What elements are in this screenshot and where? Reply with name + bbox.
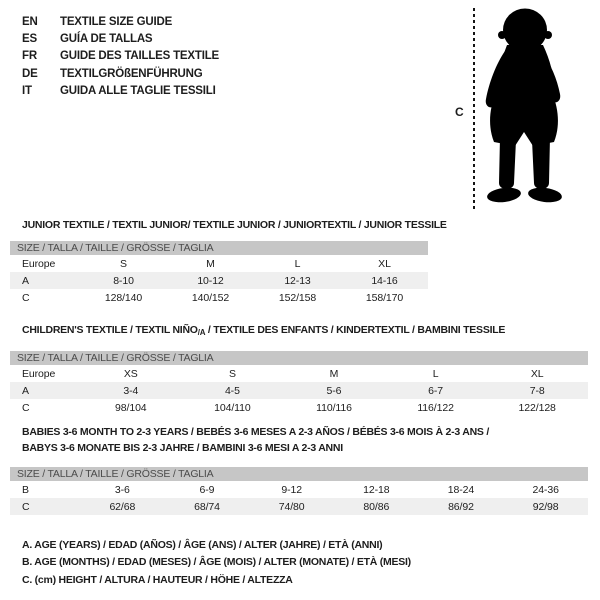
toddler-silhouette-icon [485, 8, 562, 203]
table-cell: 18-24 [447, 483, 475, 496]
table-cell: 9-12 [281, 483, 302, 496]
table-row: C 98/104 104/110 110/116 116/122 122/128 [10, 399, 588, 416]
table-header-cell: S [120, 257, 127, 270]
children-title-sub: /A [197, 328, 206, 337]
row-label: C [22, 500, 30, 513]
height-line-label: C [455, 105, 464, 119]
row-label: A [22, 384, 29, 397]
table-cell: 98/104 [115, 401, 147, 414]
note-a: A. AGE (YEARS) / EDAD (AÑOS) / ÂGE (ANS)… [22, 539, 383, 551]
table-row: B 3-6 6-9 9-12 12-18 18-24 24-36 [10, 481, 588, 498]
lang-row-es: ES GUÍA DE TALLAS [22, 30, 219, 47]
row-label: C [22, 401, 30, 414]
note-c: C. (cm) HEIGHT / ALTURA / HAUTEUR / HÖHE… [22, 573, 293, 586]
table-cell: 62/68 [109, 500, 136, 513]
children-size-table: SIZE / TALLA / TAILLE / GRÖSSE / TAGLIA … [10, 351, 588, 416]
table-cell: 4-5 [224, 384, 240, 397]
table-cell: 5-6 [326, 384, 342, 397]
junior-size-table: SIZE / TALLA / TAILLE / GRÖSSE / TAGLIA … [10, 241, 428, 306]
children-title-post: / TEXTILE DES ENFANTS / KINDERTEXTIL / B… [205, 324, 506, 336]
lang-code: EN [22, 15, 38, 28]
table-cell: 104/110 [214, 401, 251, 414]
table-cell: 128/140 [104, 291, 143, 304]
lang-code: FR [22, 50, 37, 63]
size-header-bar: SIZE / TALLA / TAILLE / GRÖSSE / TAGLIA [10, 241, 428, 255]
babies-title-line2: BABYS 3-6 MONATE BIS 2-3 JAHRE / BAMBINI… [22, 442, 343, 454]
table-cell: 158/170 [365, 291, 404, 304]
junior-table-title: JUNIOR TEXTILE / TEXTIL JUNIOR/ TEXTILE … [22, 219, 447, 231]
table-row: Europe S M L XL [10, 255, 428, 272]
table-cell: 116/122 [417, 401, 454, 414]
table-cell: 3-6 [114, 483, 130, 496]
row-label: B [22, 483, 29, 496]
note-b: B. AGE (MONTHS) / EDAD (MESES) / ÂGE (MO… [22, 556, 411, 569]
table-row: C 128/140 140/152 152/158 158/170 [10, 289, 428, 306]
table-header-cell: L [294, 257, 301, 270]
table-cell: 10-12 [197, 274, 224, 287]
height-dashed-line [473, 8, 475, 211]
lang-row-it: IT GUIDA ALLE TAGLIE TESSILI [22, 83, 219, 100]
lang-code: IT [22, 85, 32, 98]
row-label: Europe [22, 257, 56, 270]
lang-row-en: EN TEXTILE SIZE GUIDE [22, 13, 219, 30]
table-header-cell: M [206, 257, 215, 270]
table-row: Europe XS S M L XL [10, 365, 588, 382]
lang-row-fr: FR GUIDE DES TAILLES TEXTILE [22, 48, 219, 65]
table-cell: 6-9 [199, 483, 215, 496]
babies-title-line1: BABIES 3-6 MONTH TO 2-3 YEARS / BEBÉS 3-… [22, 426, 490, 438]
table-cell: 152/158 [278, 291, 317, 304]
table-row: C 62/68 68/74 74/80 80/86 86/92 92/98 [10, 498, 588, 515]
table-cell: 110/116 [316, 401, 352, 414]
table-cell: 8-10 [113, 274, 134, 287]
table-cell: 14-16 [371, 274, 398, 287]
table-cell: 3-4 [123, 384, 139, 397]
children-title-pre: CHILDREN'S TEXTILE / TEXTIL NIÑO [22, 324, 198, 336]
table-cell: 6-7 [428, 384, 444, 397]
table-header-cell: L [432, 367, 439, 380]
table-cell: 68/74 [194, 500, 220, 513]
table-header-cell: M [329, 367, 339, 380]
table-cell: 122/128 [518, 401, 556, 414]
table-cell: 140/152 [191, 291, 230, 304]
table-cell: 12-18 [363, 483, 390, 496]
babies-table-title: BABIES 3-6 MONTH TO 2-3 YEARS / BEBÉS 3-… [22, 424, 489, 456]
table-cell: 7-8 [529, 384, 545, 397]
row-label: C [22, 291, 30, 304]
lang-code: DE [22, 67, 38, 80]
lang-title: GUIDE DES TAILLES TEXTILE [60, 50, 219, 63]
row-label: Europe [22, 367, 56, 380]
table-header-cell: XL [378, 257, 391, 270]
babies-size-table: SIZE / TALLA / TAILLE / GRÖSSE / TAGLIA … [10, 467, 588, 515]
children-table-title: CHILDREN'S TEXTILE / TEXTIL NIÑO/A / TEX… [22, 322, 505, 341]
row-label: A [22, 274, 29, 287]
lang-code: ES [22, 33, 37, 46]
table-cell: 74/80 [278, 500, 305, 513]
lang-title: TEXTILE SIZE GUIDE [60, 15, 173, 28]
table-row: A 8-10 10-12 12-13 14-16 [10, 272, 428, 289]
table-header-cell: XS [123, 367, 138, 380]
lang-title: TEXTILGRÖßENFÜHRUNG [60, 67, 203, 80]
lang-title: GUÍA DE TALLAS [60, 33, 153, 46]
size-header-bar: SIZE / TALLA / TAILLE / GRÖSSE / TAGLIA [10, 467, 588, 481]
size-header-bar: SIZE / TALLA / TAILLE / GRÖSSE / TAGLIA [10, 351, 588, 365]
table-header-cell: S [228, 367, 236, 380]
lang-title: GUIDA ALLE TAGLIE TESSILI [60, 85, 216, 98]
table-row: A 3-4 4-5 5-6 6-7 7-8 [10, 382, 588, 399]
language-title-list: EN TEXTILE SIZE GUIDE ES GUÍA DE TALLAS … [22, 13, 219, 100]
table-cell: 92/98 [532, 500, 559, 513]
table-cell: 12-13 [284, 274, 311, 287]
measurement-notes: A. AGE (YEARS) / EDAD (AÑOS) / ÂGE (ANS)… [22, 537, 411, 589]
table-cell: 24-36 [532, 483, 559, 496]
table-cell: 80/86 [363, 500, 390, 513]
table-cell: 86/92 [448, 500, 474, 513]
lang-row-de: DE TEXTILGRÖßENFÜHRUNG [22, 65, 219, 82]
table-header-cell: XL [530, 367, 544, 380]
